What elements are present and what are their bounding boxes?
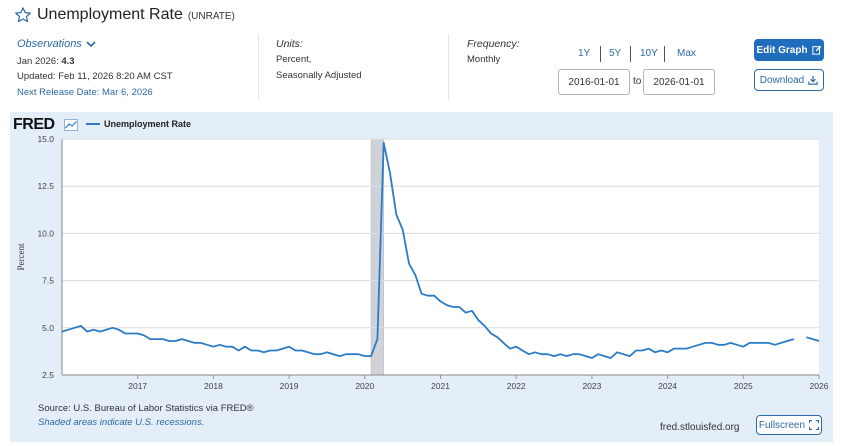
range-1y-button[interactable]: 1Y: [578, 48, 591, 59]
page-title: Unemployment Rate: [37, 6, 183, 23]
y-axis-label: Percent: [16, 243, 26, 270]
latest-prefix: Jan 2026:: [17, 56, 59, 67]
divider: [258, 34, 259, 100]
frequency-section: Frequency: Monthly: [467, 32, 520, 104]
updated-text: Updated: Feb 11, 2026 8:20 AM CST: [17, 71, 173, 82]
units-line2: Seasonally Adjusted: [276, 70, 362, 81]
latest-value: 4.3: [61, 56, 75, 67]
frequency-value: Monthly: [467, 54, 501, 65]
fred-url: fred.stlouisfed.org: [660, 422, 740, 433]
fullscreen-label: Fullscreen: [758, 419, 806, 431]
download-label: Download: [759, 74, 805, 86]
units-label: Units:: [276, 38, 303, 50]
divider: [664, 46, 665, 62]
divider: [630, 46, 631, 62]
divider: [448, 34, 449, 100]
units-line1: Percent,: [276, 54, 312, 65]
source-text: Source: U.S. Bureau of Labor Statistics …: [38, 403, 254, 414]
legend-swatch: [86, 123, 100, 125]
edit-graph-label: Edit Graph: [756, 44, 808, 56]
series-id: (UNRATE): [187, 11, 235, 22]
y-tick-label: 15.0: [37, 134, 54, 144]
y-tick-label: 10.0: [37, 228, 54, 238]
to-label: to: [633, 76, 642, 87]
title-row: Unemployment Rate (UNRATE): [14, 4, 235, 26]
range-10y-button[interactable]: 10Y: [640, 48, 658, 59]
x-tick-label: 2020: [355, 381, 374, 391]
chevron-down-icon: [86, 40, 96, 47]
units-section: Units: Percent, Seasonally Adjusted: [276, 32, 362, 104]
edit-icon: [811, 45, 821, 55]
x-tick-label: 2021: [431, 381, 450, 391]
y-tick-label: 7.5: [42, 276, 54, 286]
fullscreen-icon: [809, 420, 820, 430]
legend-label: Unemployment Rate: [104, 119, 192, 129]
observations-dropdown[interactable]: Observations: [17, 38, 96, 50]
x-tick-label: 2026: [810, 381, 829, 391]
divider: [600, 46, 601, 62]
star-icon[interactable]: [14, 6, 32, 24]
x-tick-label: 2017: [128, 381, 147, 391]
chart-logo-icon: [64, 119, 78, 131]
edit-graph-button[interactable]: Edit Graph: [754, 39, 824, 61]
x-tick-label: 2022: [507, 381, 526, 391]
fred-logo: FRED: [13, 116, 55, 133]
y-tick-label: 12.5: [37, 181, 54, 191]
x-tick-label: 2023: [582, 381, 601, 391]
x-tick-label: 2018: [204, 381, 223, 391]
next-release-link[interactable]: Next Release Date: Mar 6, 2026: [17, 87, 153, 98]
y-tick-label: 5.0: [42, 323, 54, 333]
x-tick-label: 2024: [658, 381, 677, 391]
frequency-label: Frequency:: [467, 38, 520, 50]
range-max-button[interactable]: Max: [677, 48, 696, 59]
series-info: Observations Jan 2026: 4.3 Updated: Feb …: [0, 32, 845, 104]
observations-label: Observations: [17, 38, 82, 50]
x-tick-label: 2025: [734, 381, 753, 391]
chart-legend: Unemployment Rate: [86, 119, 191, 129]
download-button[interactable]: Download: [754, 69, 824, 91]
series-line: [806, 336, 820, 342]
plot-area: [62, 139, 819, 375]
x-tick-label: 2019: [280, 381, 299, 391]
fullscreen-button[interactable]: Fullscreen: [756, 415, 822, 435]
latest-observation: Jan 2026: 4.3: [17, 56, 75, 67]
end-date-input[interactable]: [643, 69, 715, 95]
range-5y-button[interactable]: 5Y: [609, 48, 622, 59]
recession-note-link[interactable]: Shaded areas indicate U.S. recessions.: [38, 417, 205, 428]
chart-panel: FRED Unemployment Rate 2.5 5.0 7.5 10.0 12.5…: [10, 112, 833, 442]
series-line: [61, 141, 795, 359]
line-chart[interactable]: 2.5 5.0 7.5 10.0 12.5 15.0 2017 2018 2019 2020 202…: [10, 112, 833, 402]
start-date-input[interactable]: [558, 69, 630, 95]
download-icon: [808, 75, 818, 85]
y-tick-label: 2.5: [42, 370, 54, 380]
